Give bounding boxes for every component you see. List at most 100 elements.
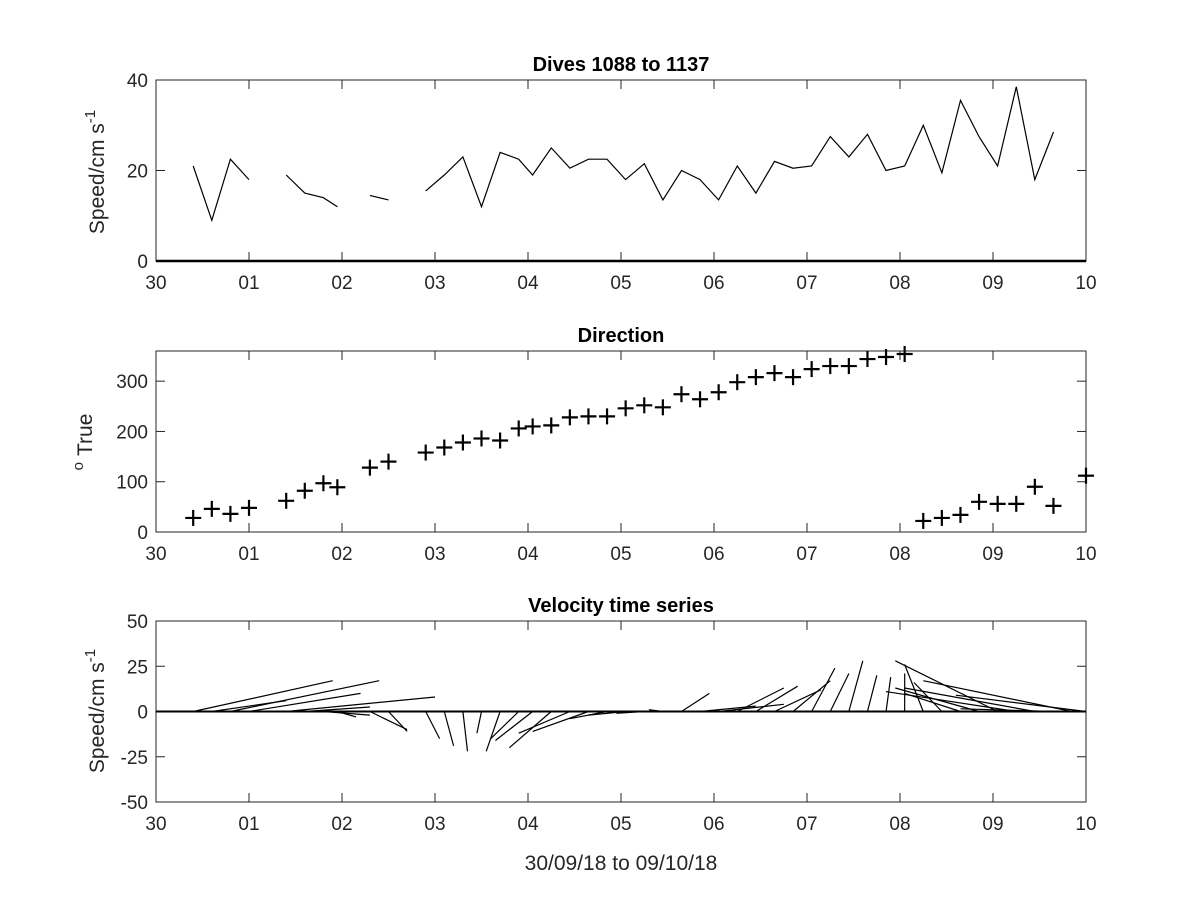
speed-xticks: 30 01 02 03 04 05 06 07 08 09 10: [145, 80, 1097, 294]
speed-series-line: [425, 86, 1055, 209]
direction-point: [673, 386, 690, 403]
velocity-stick: [518, 710, 571, 734]
velocity-stick: [485, 711, 501, 752]
x-tick-label: 04: [517, 544, 539, 565]
x-tick-label: 09: [982, 544, 1003, 565]
velocity-stick: [388, 711, 408, 732]
direction-ylabel: oTrue: [70, 414, 97, 471]
velocity-stick: [286, 696, 436, 713]
direction-point: [1026, 478, 1043, 495]
x-tick-label: 03: [424, 273, 445, 294]
velocity-stick: [811, 667, 836, 712]
speed-series-line: [192, 158, 250, 223]
direction-point: [1045, 497, 1062, 514]
direction-point: [580, 408, 597, 425]
direction-point: [380, 453, 397, 470]
direction-point: [952, 506, 969, 523]
y-tick-label: 0: [137, 252, 148, 273]
velocity-panel: Velocity time series Speed/cm s-1 30/09/…: [82, 595, 1097, 875]
velocity-stick: [829, 673, 850, 712]
speed-plot-area: [155, 79, 1087, 262]
x-tick-label: 10: [1075, 814, 1096, 835]
x-tick-label: 02: [331, 544, 352, 565]
direction-point: [222, 505, 239, 522]
direction-point: [766, 365, 783, 382]
velocity-stick: [462, 711, 469, 752]
direction-point: [989, 495, 1006, 512]
x-tick-label: 07: [796, 814, 817, 835]
speed-title: Dives 1088 to 1137: [533, 54, 710, 76]
direction-point: [785, 369, 802, 386]
direction-point: [896, 346, 913, 363]
y-tick-label: 50: [127, 612, 148, 633]
x-tick-label: 30: [145, 544, 166, 565]
direction-point: [915, 512, 932, 529]
direction-point: [1008, 495, 1025, 512]
y-tick-label: 20: [127, 162, 148, 183]
x-tick-label: 01: [238, 544, 259, 565]
y-tick-label: 300: [116, 372, 148, 393]
velocity-stick: [866, 675, 878, 712]
velocity-title: Velocity time series: [528, 595, 714, 617]
x-tick-label: 10: [1075, 544, 1096, 565]
direction-point: [599, 408, 616, 425]
direction-point: [654, 399, 671, 416]
x-tick-label: 03: [424, 544, 445, 565]
speed-series-line: [369, 194, 389, 201]
velocity-stick: [616, 710, 645, 714]
direction-point: [543, 417, 560, 434]
direction-point: [492, 432, 509, 449]
direction-point: [692, 391, 709, 408]
direction-point: [296, 482, 313, 499]
direction-point: [473, 430, 490, 447]
direction-point: [561, 409, 578, 426]
x-tick-label: 01: [238, 814, 259, 835]
velocity-stick: [792, 680, 831, 712]
direction-point: [361, 459, 378, 476]
x-tick-label: 10: [1075, 273, 1096, 294]
y-tick-label: 0: [137, 703, 148, 724]
x-tick-label: 02: [331, 273, 352, 294]
velocity-stick: [774, 689, 822, 713]
direction-point: [710, 384, 727, 401]
x-tick-label: 05: [610, 814, 631, 835]
direction-point: [1078, 467, 1094, 484]
x-tick-label: 08: [889, 273, 910, 294]
velocity-stick: [230, 680, 380, 713]
x-tick-label: 06: [703, 273, 724, 294]
velocity-stick: [337, 710, 357, 718]
direction-marks: [185, 346, 1094, 529]
direction-point: [315, 475, 332, 492]
direction-point: [329, 479, 346, 496]
velocity-stick: [490, 711, 520, 740]
x-tick-label: 06: [703, 814, 724, 835]
x-tick-label: 07: [796, 544, 817, 565]
velocity-stick: [904, 664, 924, 712]
velocity-stick: [532, 710, 589, 732]
x-tick-label: 05: [610, 273, 631, 294]
y-tick-label: 25: [127, 657, 148, 678]
velocity-stick: [495, 711, 534, 741]
x-tick-label: 30: [145, 273, 166, 294]
velocity-stick: [755, 685, 799, 713]
speed-marks: [156, 86, 1086, 263]
x-tick-label: 08: [889, 814, 910, 835]
velocity-stick: [323, 710, 370, 716]
direction-point: [203, 500, 220, 517]
direction-point: [524, 418, 541, 435]
direction-xticks: 30 01 02 03 04 05 06 07 08 09 10: [145, 351, 1097, 565]
velocity-stick: [369, 710, 408, 731]
direction-point: [617, 400, 634, 417]
velocity-stick: [848, 660, 864, 712]
direction-point: [278, 492, 295, 509]
direction-point: [859, 351, 876, 368]
x-tick-label: 04: [517, 814, 539, 835]
x-tick-label: 06: [703, 544, 724, 565]
direction-point: [636, 397, 653, 414]
velocity-stick: [648, 709, 663, 713]
x-tick-label: 30: [145, 814, 166, 835]
direction-point: [822, 358, 839, 375]
velocity-stick: [681, 692, 710, 713]
velocity-stick: [248, 692, 361, 713]
velocity-stick: [304, 706, 370, 713]
